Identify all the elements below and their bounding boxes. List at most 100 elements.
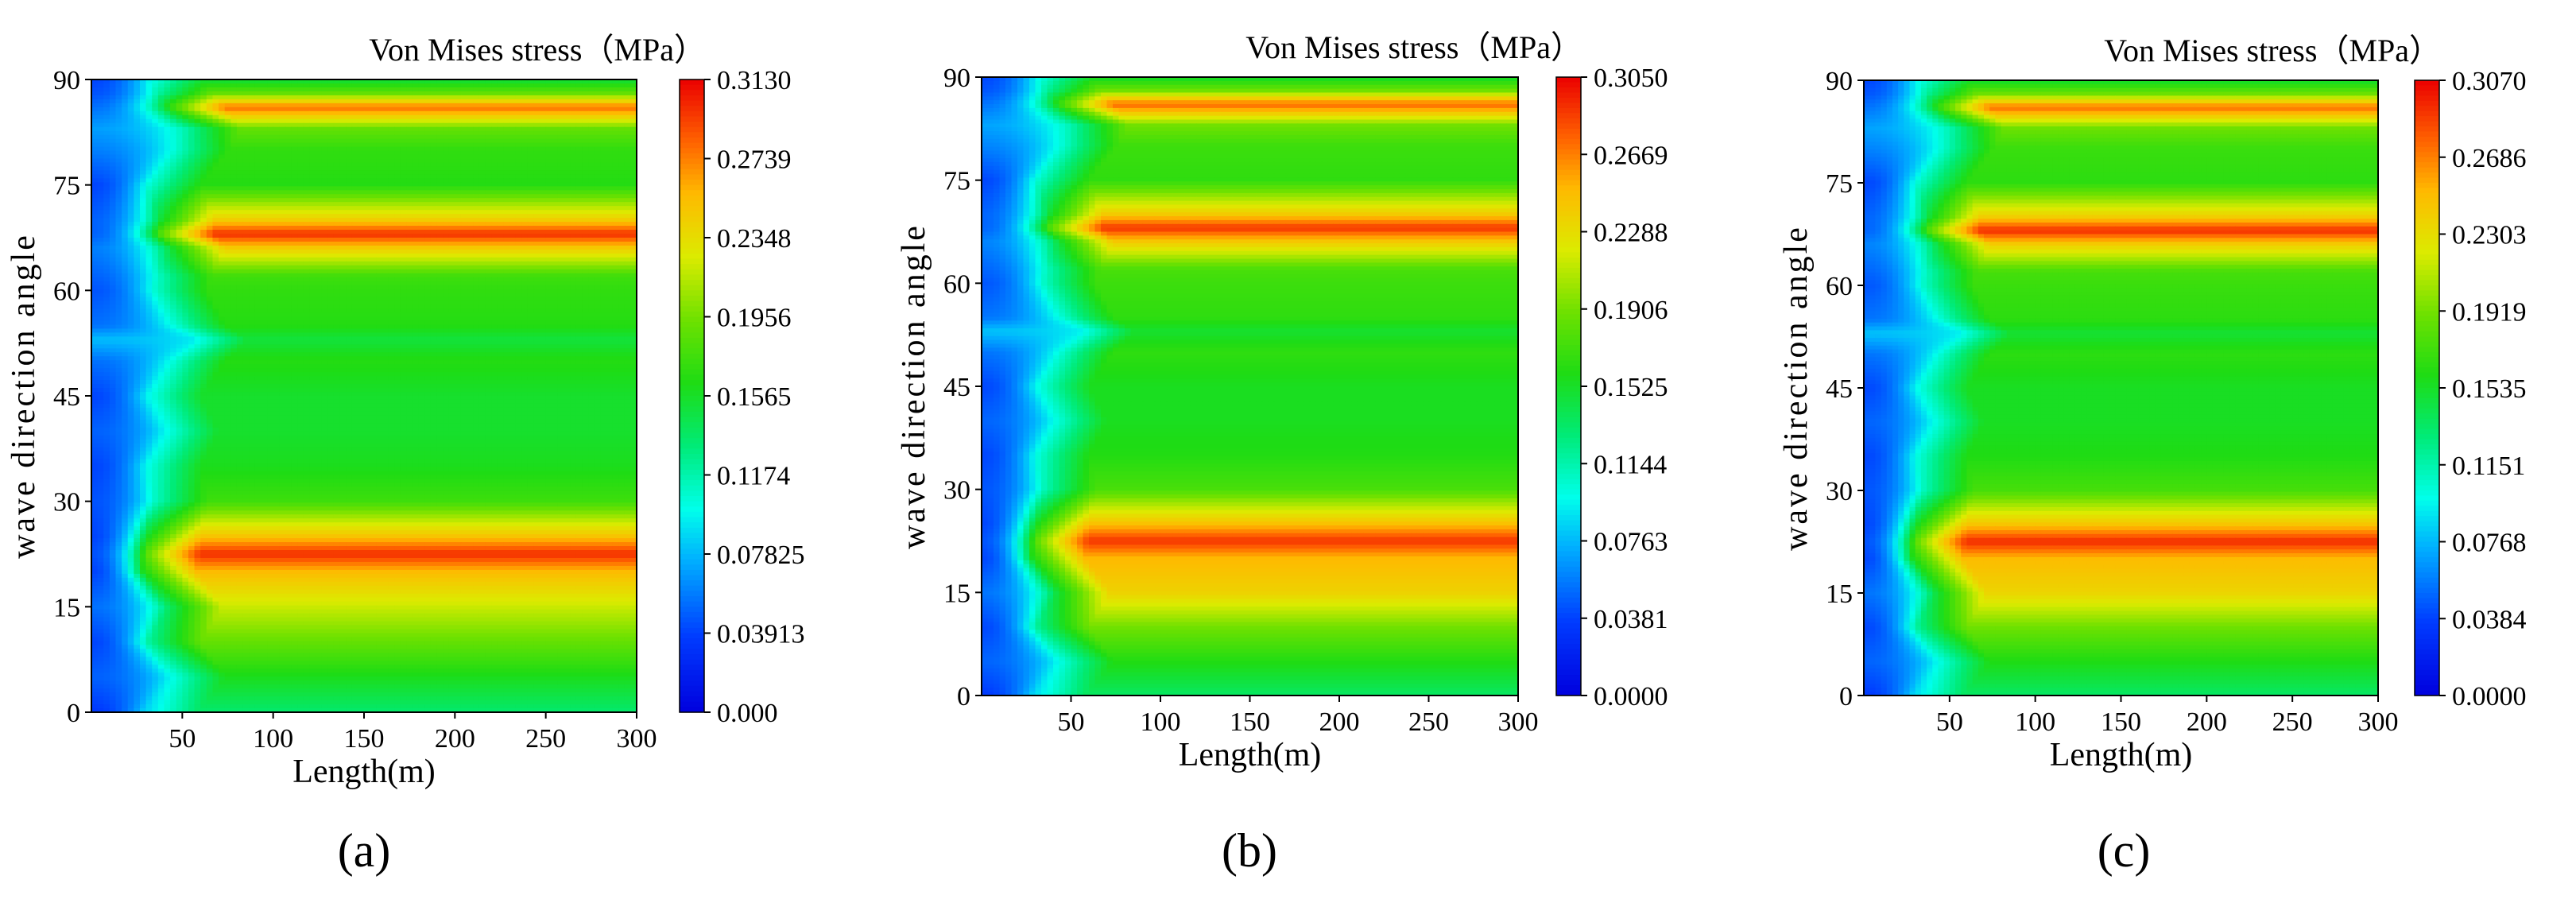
heatmap-cell: [188, 222, 196, 227]
heatmap-cell: [424, 130, 432, 136]
heatmap-cell: [145, 285, 153, 290]
heatmap-cell: [351, 110, 358, 116]
heatmap-cell: [254, 150, 262, 156]
heatmap-cell: [176, 234, 183, 238]
heatmap-cell: [122, 134, 129, 140]
heatmap-cell: [400, 110, 407, 116]
heatmap-cell: [97, 293, 104, 298]
heatmap-cell: [588, 234, 595, 238]
heatmap-cell: [600, 253, 607, 258]
heatmap-cell: [460, 83, 468, 88]
heatmap-cell: [418, 126, 425, 132]
heatmap-cell: [219, 245, 226, 250]
heatmap-cell: [424, 277, 432, 282]
heatmap-cell: [564, 202, 571, 207]
heatmap-cell: [485, 226, 492, 231]
heatmap-cell: [612, 146, 619, 152]
heatmap-cell: [473, 87, 480, 92]
heatmap-cell: [509, 162, 517, 168]
heatmap-cell: [242, 87, 250, 92]
heatmap-cell: [236, 285, 244, 290]
heatmap-cell: [400, 83, 407, 88]
heatmap-cell: [364, 253, 371, 258]
heatmap-cell: [236, 83, 244, 88]
heatmap-cell: [388, 146, 395, 152]
heatmap-cell: [455, 210, 462, 215]
heatmap-cell: [575, 210, 583, 215]
heatmap-cell: [291, 150, 298, 156]
heatmap-cell: [630, 249, 637, 254]
heatmap-cell: [436, 126, 444, 132]
heatmap-cell: [382, 154, 389, 160]
heatmap-cell: [630, 146, 637, 152]
heatmap-cell: [339, 214, 347, 219]
heatmap-cell: [109, 241, 117, 246]
heatmap-cell: [582, 265, 589, 270]
heatmap-cell: [612, 277, 619, 282]
heatmap-cell: [491, 166, 498, 172]
heatmap-cell: [200, 162, 207, 168]
heatmap-cell: [527, 230, 535, 234]
heatmap-cell: [279, 126, 286, 132]
heatmap-cell: [521, 285, 529, 290]
heatmap-cell: [242, 234, 250, 238]
heatmap-cell: [491, 206, 498, 211]
heatmap-cell: [279, 210, 286, 215]
heatmap-cell: [254, 170, 262, 175]
heatmap-cell: [212, 198, 219, 203]
heatmap-cell: [564, 269, 571, 274]
heatmap-cell: [316, 126, 323, 132]
heatmap-cell: [533, 166, 540, 172]
heatmap-cell: [515, 158, 522, 164]
heatmap-cell: [594, 162, 601, 168]
heatmap-cell: [273, 150, 280, 156]
heatmap-cell: [600, 226, 607, 231]
heatmap-cell: [170, 257, 177, 262]
heatmap-cell: [333, 198, 341, 203]
heatmap-cell: [230, 190, 238, 195]
heatmap-cell: [588, 110, 595, 116]
heatmap-cell: [570, 118, 577, 124]
heatmap-cell: [267, 257, 274, 262]
heatmap-cell: [588, 261, 595, 266]
heatmap-cell: [230, 210, 238, 215]
heatmap-cell: [515, 166, 522, 172]
heatmap-cell: [122, 265, 129, 270]
heatmap-cell: [194, 118, 201, 124]
heatmap-cell: [618, 226, 626, 231]
heatmap-cell: [376, 154, 383, 160]
heatmap-cell: [478, 257, 486, 262]
heatmap-cell: [267, 95, 274, 100]
heatmap-cell: [297, 281, 304, 286]
heatmap-cell: [406, 170, 413, 175]
heatmap-cell: [309, 222, 316, 227]
heatmap-cell: [382, 103, 389, 108]
heatmap-cell: [618, 249, 626, 254]
heatmap-cell: [139, 91, 147, 96]
heatmap-cell: [91, 186, 99, 191]
heatmap-cell: [254, 178, 262, 183]
heatmap-cell: [145, 202, 153, 207]
heatmap-cell: [467, 158, 474, 164]
heatmap-cell: [103, 277, 110, 282]
heatmap-cell: [564, 79, 571, 84]
heatmap-cell: [582, 170, 589, 175]
heatmap-cell: [91, 95, 99, 100]
heatmap-cell: [219, 170, 226, 175]
heatmap-cell: [316, 162, 323, 168]
heatmap-cell: [182, 91, 189, 96]
heatmap-cell: [212, 162, 219, 168]
heatmap-cell: [249, 241, 256, 246]
heatmap-cell: [485, 289, 492, 294]
heatmap-cell: [122, 226, 129, 231]
heatmap-cell: [400, 222, 407, 227]
heatmap-cell: [242, 126, 250, 132]
heatmap-cell: [478, 103, 486, 108]
heatmap-cell: [97, 241, 104, 246]
heatmap-cell: [291, 138, 298, 144]
heatmap-cell: [394, 79, 401, 84]
heatmap-cell: [509, 289, 517, 294]
heatmap-cell: [170, 194, 177, 199]
heatmap-cell: [194, 198, 201, 203]
heatmap-cell: [242, 122, 250, 128]
